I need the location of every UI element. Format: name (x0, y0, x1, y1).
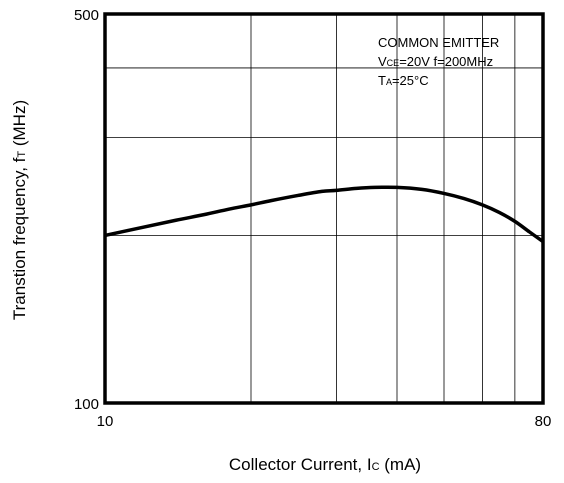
y-tick-label: 500 (74, 7, 99, 24)
y-axis-label: Transtion frequency, fT (MHz) (10, 100, 29, 320)
annotation-line-3: TA=25°C (378, 73, 429, 88)
tick-labels: 10 80 500 100 (74, 7, 551, 430)
x-tick-label: 10 (97, 413, 114, 430)
grid-lines (105, 14, 543, 403)
series-line (104, 185, 545, 244)
conditions-annotation: COMMON EMITTER VCE=20V f=200MHz TA=25°C (378, 35, 499, 88)
annotation-line-1: COMMON EMITTER (378, 35, 499, 50)
annotation-line-2: VCE=20V f=200MHz (378, 54, 493, 69)
plot-frame (103, 12, 545, 405)
x-tick-label: 80 (535, 413, 552, 430)
y-tick-label: 100 (74, 396, 99, 413)
x-axis-label: Collector Current, IC (mA) (229, 455, 421, 474)
